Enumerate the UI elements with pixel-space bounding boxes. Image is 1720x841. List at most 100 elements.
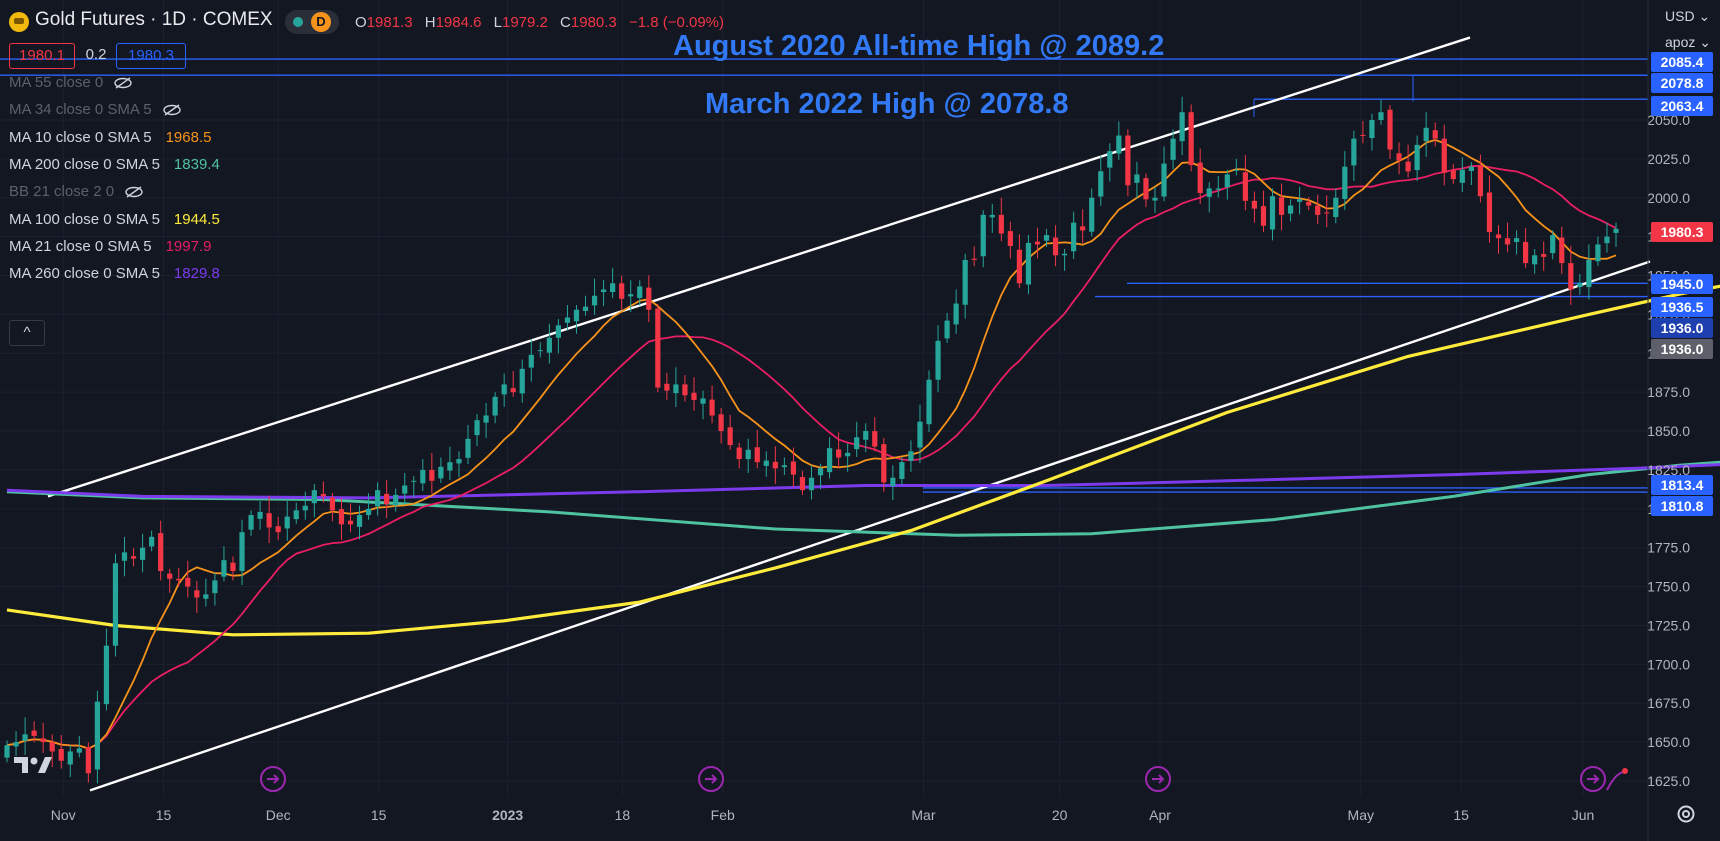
candle-body [483, 415, 489, 423]
x-tick-label: Jun [1572, 807, 1595, 823]
candle-body [393, 494, 399, 506]
tradingview-logo-icon[interactable] [14, 755, 52, 775]
candle-body [1269, 196, 1276, 230]
candle-body [1369, 120, 1375, 139]
hidden-eye-icon[interactable] [124, 186, 144, 198]
candle-body [564, 317, 571, 323]
candle-body [1287, 205, 1294, 214]
price-label-bg [1651, 274, 1713, 294]
y-tick-label: 1775.0 [1647, 540, 1690, 556]
indicator-row[interactable]: MA 260 close 0 SMA 5 1829.8 [9, 264, 220, 284]
time-axis: Nov 15 Dec 15 2023 18 Feb Mar 20 Apr May 15 Jun [51, 807, 1595, 823]
candle-body [112, 563, 119, 646]
currency-selector[interactable]: USD ⌄ [1665, 8, 1711, 24]
gear-icon[interactable] [1676, 804, 1696, 824]
y-tick-label: 1650.0 [1647, 734, 1690, 750]
candle-body [790, 461, 797, 475]
high-key: H [424, 14, 436, 31]
price-label-bg [1651, 339, 1713, 359]
candle-body [1278, 197, 1285, 215]
candle-body [863, 431, 869, 440]
candle-body [1206, 188, 1212, 197]
sell-price-button[interactable]: 1980.1 [9, 43, 75, 69]
price-label: 1980.3 [1661, 224, 1704, 240]
candle-body [474, 420, 480, 436]
indicator-row[interactable]: BB 21 close 2 0 [9, 182, 144, 202]
market-open-icon [293, 17, 303, 27]
event-markers [260, 766, 1628, 792]
candle-body [971, 258, 977, 260]
candle-body [1595, 244, 1601, 262]
candle-body [1405, 161, 1411, 172]
candle-body [1378, 112, 1384, 120]
channel-upper-line [47, 36, 1471, 498]
candle-body [239, 532, 245, 572]
event-marker-icon [1580, 766, 1606, 792]
x-tick-label: Apr [1149, 807, 1171, 823]
candle-body [447, 462, 453, 471]
status-indicator[interactable]: D [285, 10, 339, 34]
indicator-row[interactable]: MA 10 close 0 SMA 5 1968.5 [9, 128, 211, 148]
candle-body [167, 573, 173, 579]
candle-body [1432, 130, 1438, 139]
candle-body [926, 379, 932, 425]
candle-body [1477, 165, 1484, 197]
indicator-label: MA 200 close 0 SMA 5 [9, 156, 160, 173]
price-label: 1936.5 [1661, 299, 1704, 315]
candle-body [1450, 170, 1456, 180]
author-selector[interactable]: apoz ⌄ [1665, 34, 1711, 50]
indicator-row[interactable]: MA 200 close 0 SMA 5 1839.4 [9, 155, 220, 175]
candle-body [4, 745, 10, 758]
indicator-row[interactable]: MA 21 close 0 SMA 5 1997.9 [9, 237, 211, 257]
candle-body [989, 214, 995, 218]
indicator-row[interactable]: MA 34 close 0 SMA 5 [9, 100, 182, 120]
annotation-mar2022-high[interactable]: March 2022 High @ 2078.8 [705, 88, 1069, 120]
candle-body [962, 259, 968, 305]
price-label: 1810.8 [1661, 498, 1704, 514]
event-marker-icon [698, 766, 724, 792]
collapse-legend-button[interactable]: ^ [9, 320, 45, 346]
indicator-row[interactable]: MA 55 close 0 [9, 73, 133, 93]
candle-body [546, 337, 552, 353]
candle-body [1333, 197, 1339, 218]
candle-body [320, 493, 326, 497]
candle-body [257, 511, 263, 519]
candle-body [149, 536, 155, 547]
hidden-eye-icon[interactable] [113, 77, 133, 89]
indicator-label: MA 100 close 0 SMA 5 [9, 211, 160, 228]
candle-body [1495, 234, 1502, 239]
channel-lower-line [89, 260, 1651, 792]
indicator-row[interactable]: MA 100 close 0 SMA 5 1944.5 [9, 210, 220, 230]
candle-body [103, 645, 110, 705]
symbol-title[interactable]: Gold Futures · 1D · COMEX [35, 9, 273, 30]
candle-body [1260, 206, 1267, 226]
candle-body [130, 556, 137, 559]
candle-body [1043, 235, 1050, 241]
candle-body [456, 459, 462, 464]
candle-body [528, 354, 534, 368]
annotation-aug2020-high[interactable]: August 2020 All-time High @ 2089.2 [673, 30, 1165, 62]
indicator-value: 1944.5 [173, 211, 220, 228]
candle-body [302, 505, 308, 511]
candle-body [203, 594, 209, 599]
price-label-bg [1651, 73, 1713, 93]
candle-body [1125, 135, 1131, 186]
candle-body [1306, 201, 1312, 206]
event-marker-icon [1145, 766, 1171, 792]
candle-body [13, 742, 19, 747]
hidden-eye-icon[interactable] [162, 104, 182, 116]
indicator-value: 1997.9 [165, 238, 212, 255]
x-tick-label: Dec [266, 807, 291, 823]
candle-body [917, 421, 923, 448]
candle-body [935, 340, 941, 380]
candle-body [438, 466, 444, 479]
candle-body [1188, 112, 1194, 166]
candle-body [1360, 134, 1366, 136]
candle-body [365, 508, 372, 516]
indicator-label: MA 260 close 0 SMA 5 [9, 265, 160, 282]
candle-body [845, 452, 851, 457]
candle-body [682, 384, 688, 396]
buy-price-button[interactable]: 1980.3 [116, 43, 186, 69]
candlesticks [4, 96, 1619, 784]
